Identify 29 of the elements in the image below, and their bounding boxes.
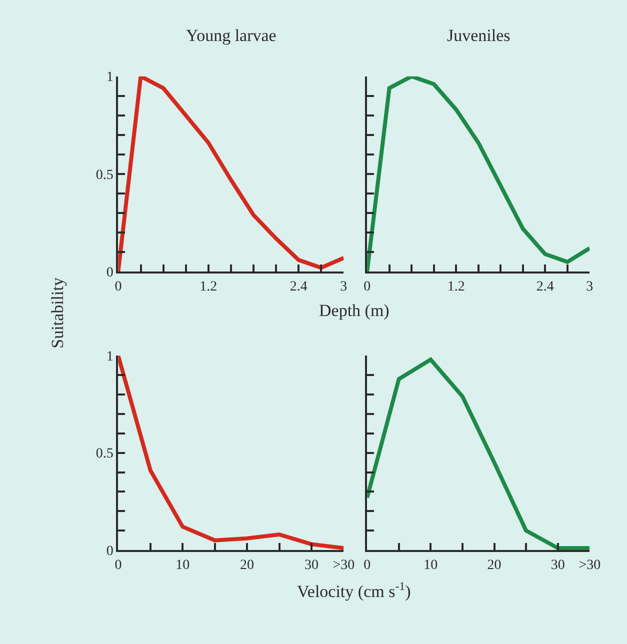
- y-tick-label: 0.5: [96, 446, 114, 462]
- y-tick-label: 1: [106, 350, 114, 365]
- x-tick-label: 10: [176, 558, 190, 573]
- x-tick-label: 2.4: [536, 279, 554, 294]
- x-tick-label: >30: [332, 558, 355, 573]
- x-tick-label: 10: [424, 558, 438, 573]
- x-axis-title: Velocity (cm s$^{-1}$): [297, 579, 411, 602]
- x-tick-label: 1.2: [200, 279, 218, 294]
- y-tick-label: 0: [106, 266, 114, 281]
- chart-title: Young larvae: [186, 26, 276, 45]
- y-axis-title: Suitability: [48, 277, 67, 348]
- x-tick-label: 30: [304, 558, 318, 573]
- x-tick-label: 3: [586, 279, 594, 294]
- y-tick-label: 0: [106, 544, 114, 559]
- x-tick-label: 0: [364, 279, 371, 294]
- x-tick-label: 3: [340, 279, 348, 294]
- line-series: [118, 356, 344, 550]
- y-tick-label: 1: [106, 70, 114, 86]
- chart-title: Juveniles: [447, 26, 510, 45]
- x-tick-label: 0: [364, 558, 371, 573]
- x-tick-label: 2.4: [290, 279, 308, 294]
- x-tick-label: 20: [240, 558, 254, 573]
- y-tick-label: 0.5: [96, 168, 114, 183]
- x-tick-label: 30: [550, 558, 565, 573]
- x-tick-label: >30: [578, 558, 601, 573]
- line-series: [118, 76, 344, 272]
- x-axis-title: Depth (m): [319, 301, 390, 320]
- x-tick-label: 1.2: [447, 279, 465, 294]
- x-tick-label: 20: [487, 558, 502, 573]
